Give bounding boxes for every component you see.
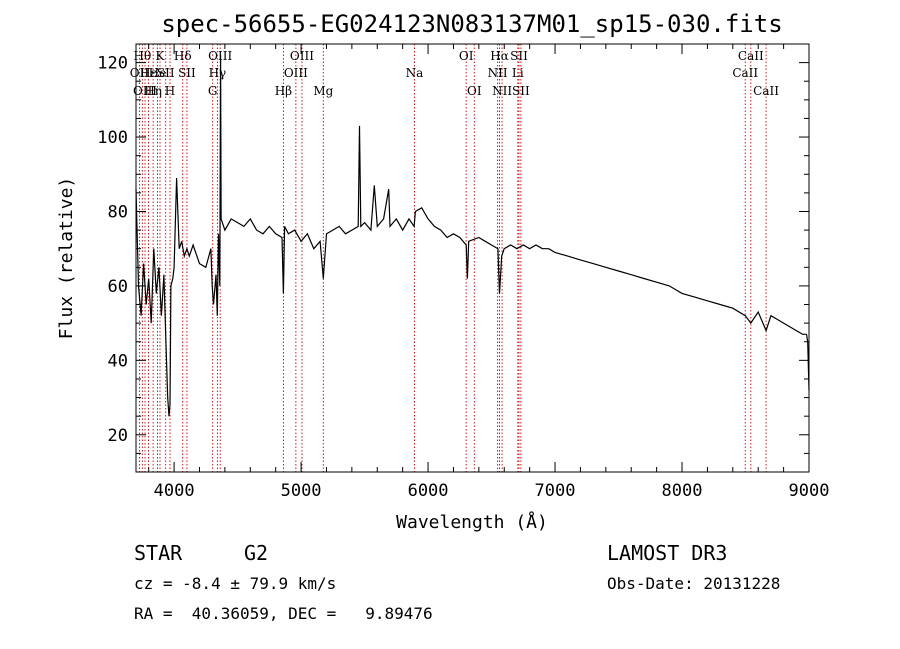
line-marker-label-24: Li bbox=[512, 66, 524, 80]
object-class: STAR bbox=[134, 541, 183, 565]
coordinates-text: RA = 40.36059, DEC = 9.89476 bbox=[134, 604, 433, 623]
plot-frame bbox=[135, 43, 810, 473]
line-marker-label-12: Hγ bbox=[209, 66, 227, 80]
line-marker-labels: OIIHθOIIIHεHηHeKSIIHHδSIIGHγOIIIHβOIIIOI… bbox=[130, 49, 779, 98]
line-marker-label-19: OI bbox=[459, 49, 474, 63]
x-tick-label: 6000 bbox=[408, 481, 449, 501]
x-tick-label: 7000 bbox=[535, 481, 576, 501]
obs-date-text: Obs-Date: 20131228 bbox=[607, 574, 780, 593]
line-marker-label-21: NII bbox=[488, 66, 508, 80]
line-marker-label-17: Mg bbox=[313, 84, 333, 98]
x-axis-label: Wavelength (Å) bbox=[396, 511, 548, 533]
line-marker-label-1: Hθ bbox=[133, 49, 151, 63]
x-tick-label: 9000 bbox=[789, 481, 830, 501]
line-marker-label-11: G bbox=[208, 84, 218, 98]
chart-title: spec-56655-EG024123N083137M01_sp15-030.f… bbox=[161, 10, 782, 38]
y-tick-label: 80 bbox=[108, 202, 128, 222]
line-marker-label-4: Hη bbox=[144, 84, 162, 98]
line-marker-label-5: He bbox=[149, 66, 167, 80]
spectrum-line bbox=[135, 55, 810, 417]
line-marker-label-3: Hε bbox=[140, 66, 157, 80]
line-marker-label-26: SII bbox=[512, 84, 530, 98]
y-tick-label: 60 bbox=[108, 277, 128, 297]
y-tick-label: 40 bbox=[108, 351, 128, 371]
object-subclass: G2 bbox=[244, 541, 268, 565]
line-marker-label-10: SII bbox=[178, 66, 196, 80]
line-marker-label-28: CaII bbox=[738, 49, 764, 63]
line-marker-label-15: OIII bbox=[284, 66, 308, 80]
y-tick-label: 120 bbox=[97, 54, 128, 74]
line-markers bbox=[138, 44, 767, 472]
survey-label: LAMOST DR3 bbox=[607, 541, 727, 565]
line-marker-label-27: CaII bbox=[732, 66, 758, 80]
x-tick-label: 8000 bbox=[662, 481, 703, 501]
redshift-text: cz = -8.4 ± 79.9 km/s bbox=[134, 574, 336, 593]
line-marker-label-25: SII bbox=[510, 49, 528, 63]
x-tick-label: 4000 bbox=[154, 481, 195, 501]
y-tick-label: 20 bbox=[108, 426, 128, 446]
line-marker-label-7: SII bbox=[157, 66, 175, 80]
line-marker-label-20: OI bbox=[467, 84, 482, 98]
line-marker-label-9: Hδ bbox=[174, 49, 192, 63]
line-marker-label-8: H bbox=[165, 84, 175, 98]
y-axis-ticks: 20 40 60 80 100 120 bbox=[97, 43, 809, 454]
x-axis-ticks: 4000 5000 6000 7000 8000 9000 bbox=[148, 44, 830, 501]
x-tick-label: 5000 bbox=[281, 481, 322, 501]
line-marker-label-22: Hα bbox=[490, 49, 509, 63]
y-axis-label: Flux (relative) bbox=[56, 177, 77, 340]
line-marker-label-2: OIII bbox=[133, 84, 157, 98]
line-marker-label-14: Hβ bbox=[275, 84, 292, 98]
line-marker-label-18: Na bbox=[406, 66, 424, 80]
line-marker-label-23: NII bbox=[492, 84, 512, 98]
line-marker-label-29: CaII bbox=[753, 84, 779, 98]
line-marker-label-0: OII bbox=[130, 66, 150, 80]
y-tick-label: 100 bbox=[97, 128, 128, 148]
line-marker-label-16: OIII bbox=[290, 49, 314, 63]
line-marker-label-6: K bbox=[156, 49, 166, 63]
